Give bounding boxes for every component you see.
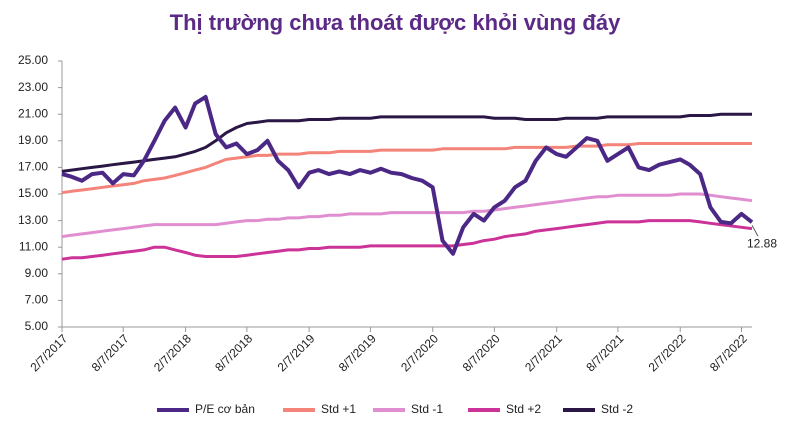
y-tick-label: 17.00 (18, 160, 48, 174)
x-tick-label: 8/7/2020 (460, 331, 503, 374)
data-label: 12.88 (747, 236, 777, 250)
x-tick-label: 2/7/2022 (646, 331, 689, 374)
series-line (61, 112, 752, 173)
x-tick-label: 2/7/2020 (398, 331, 441, 374)
label-leader (751, 224, 759, 237)
x-tick-label: 2/7/2019 (275, 331, 318, 374)
series-line (61, 94, 754, 256)
y-tick-label: 21.00 (18, 106, 48, 120)
x-tick-label: 8/7/2021 (583, 331, 626, 374)
y-tick-label: 11.00 (19, 239, 48, 253)
x-tick-label: 2/7/2018 (151, 331, 194, 374)
x-tick-label: 2/7/2017 (27, 331, 70, 374)
y-tick-label: 15.00 (18, 186, 48, 200)
y-tick-label: 5.00 (25, 319, 49, 333)
legend-label: P/E cơ bản (195, 402, 255, 416)
legend-label: Std -1 (411, 402, 443, 416)
series-line (61, 192, 753, 239)
chart-title: Thị trường chưa thoát được khỏi vùng đáy (170, 10, 621, 35)
y-tick-label: 23.00 (18, 80, 48, 94)
x-tick-label: 8/7/2019 (336, 331, 379, 374)
y-tick-label: 7.00 (25, 293, 49, 307)
series-line (61, 142, 752, 195)
y-tick-label: 9.00 (25, 266, 49, 280)
y-tick-label: 25.00 (18, 53, 48, 67)
legend-label: Std -2 (601, 402, 633, 416)
legend-label: Std +1 (321, 402, 356, 416)
x-tick-label: 8/7/2017 (89, 331, 132, 374)
x-tick-label: 8/7/2018 (212, 331, 255, 374)
y-tick-label: 19.00 (18, 133, 48, 147)
legend-label: Std +2 (506, 402, 541, 416)
x-tick-label: 2/7/2021 (522, 331, 565, 374)
series-line (61, 219, 753, 261)
x-tick-label: 8/7/2022 (707, 331, 750, 374)
y-tick-label: 13.00 (18, 213, 48, 227)
